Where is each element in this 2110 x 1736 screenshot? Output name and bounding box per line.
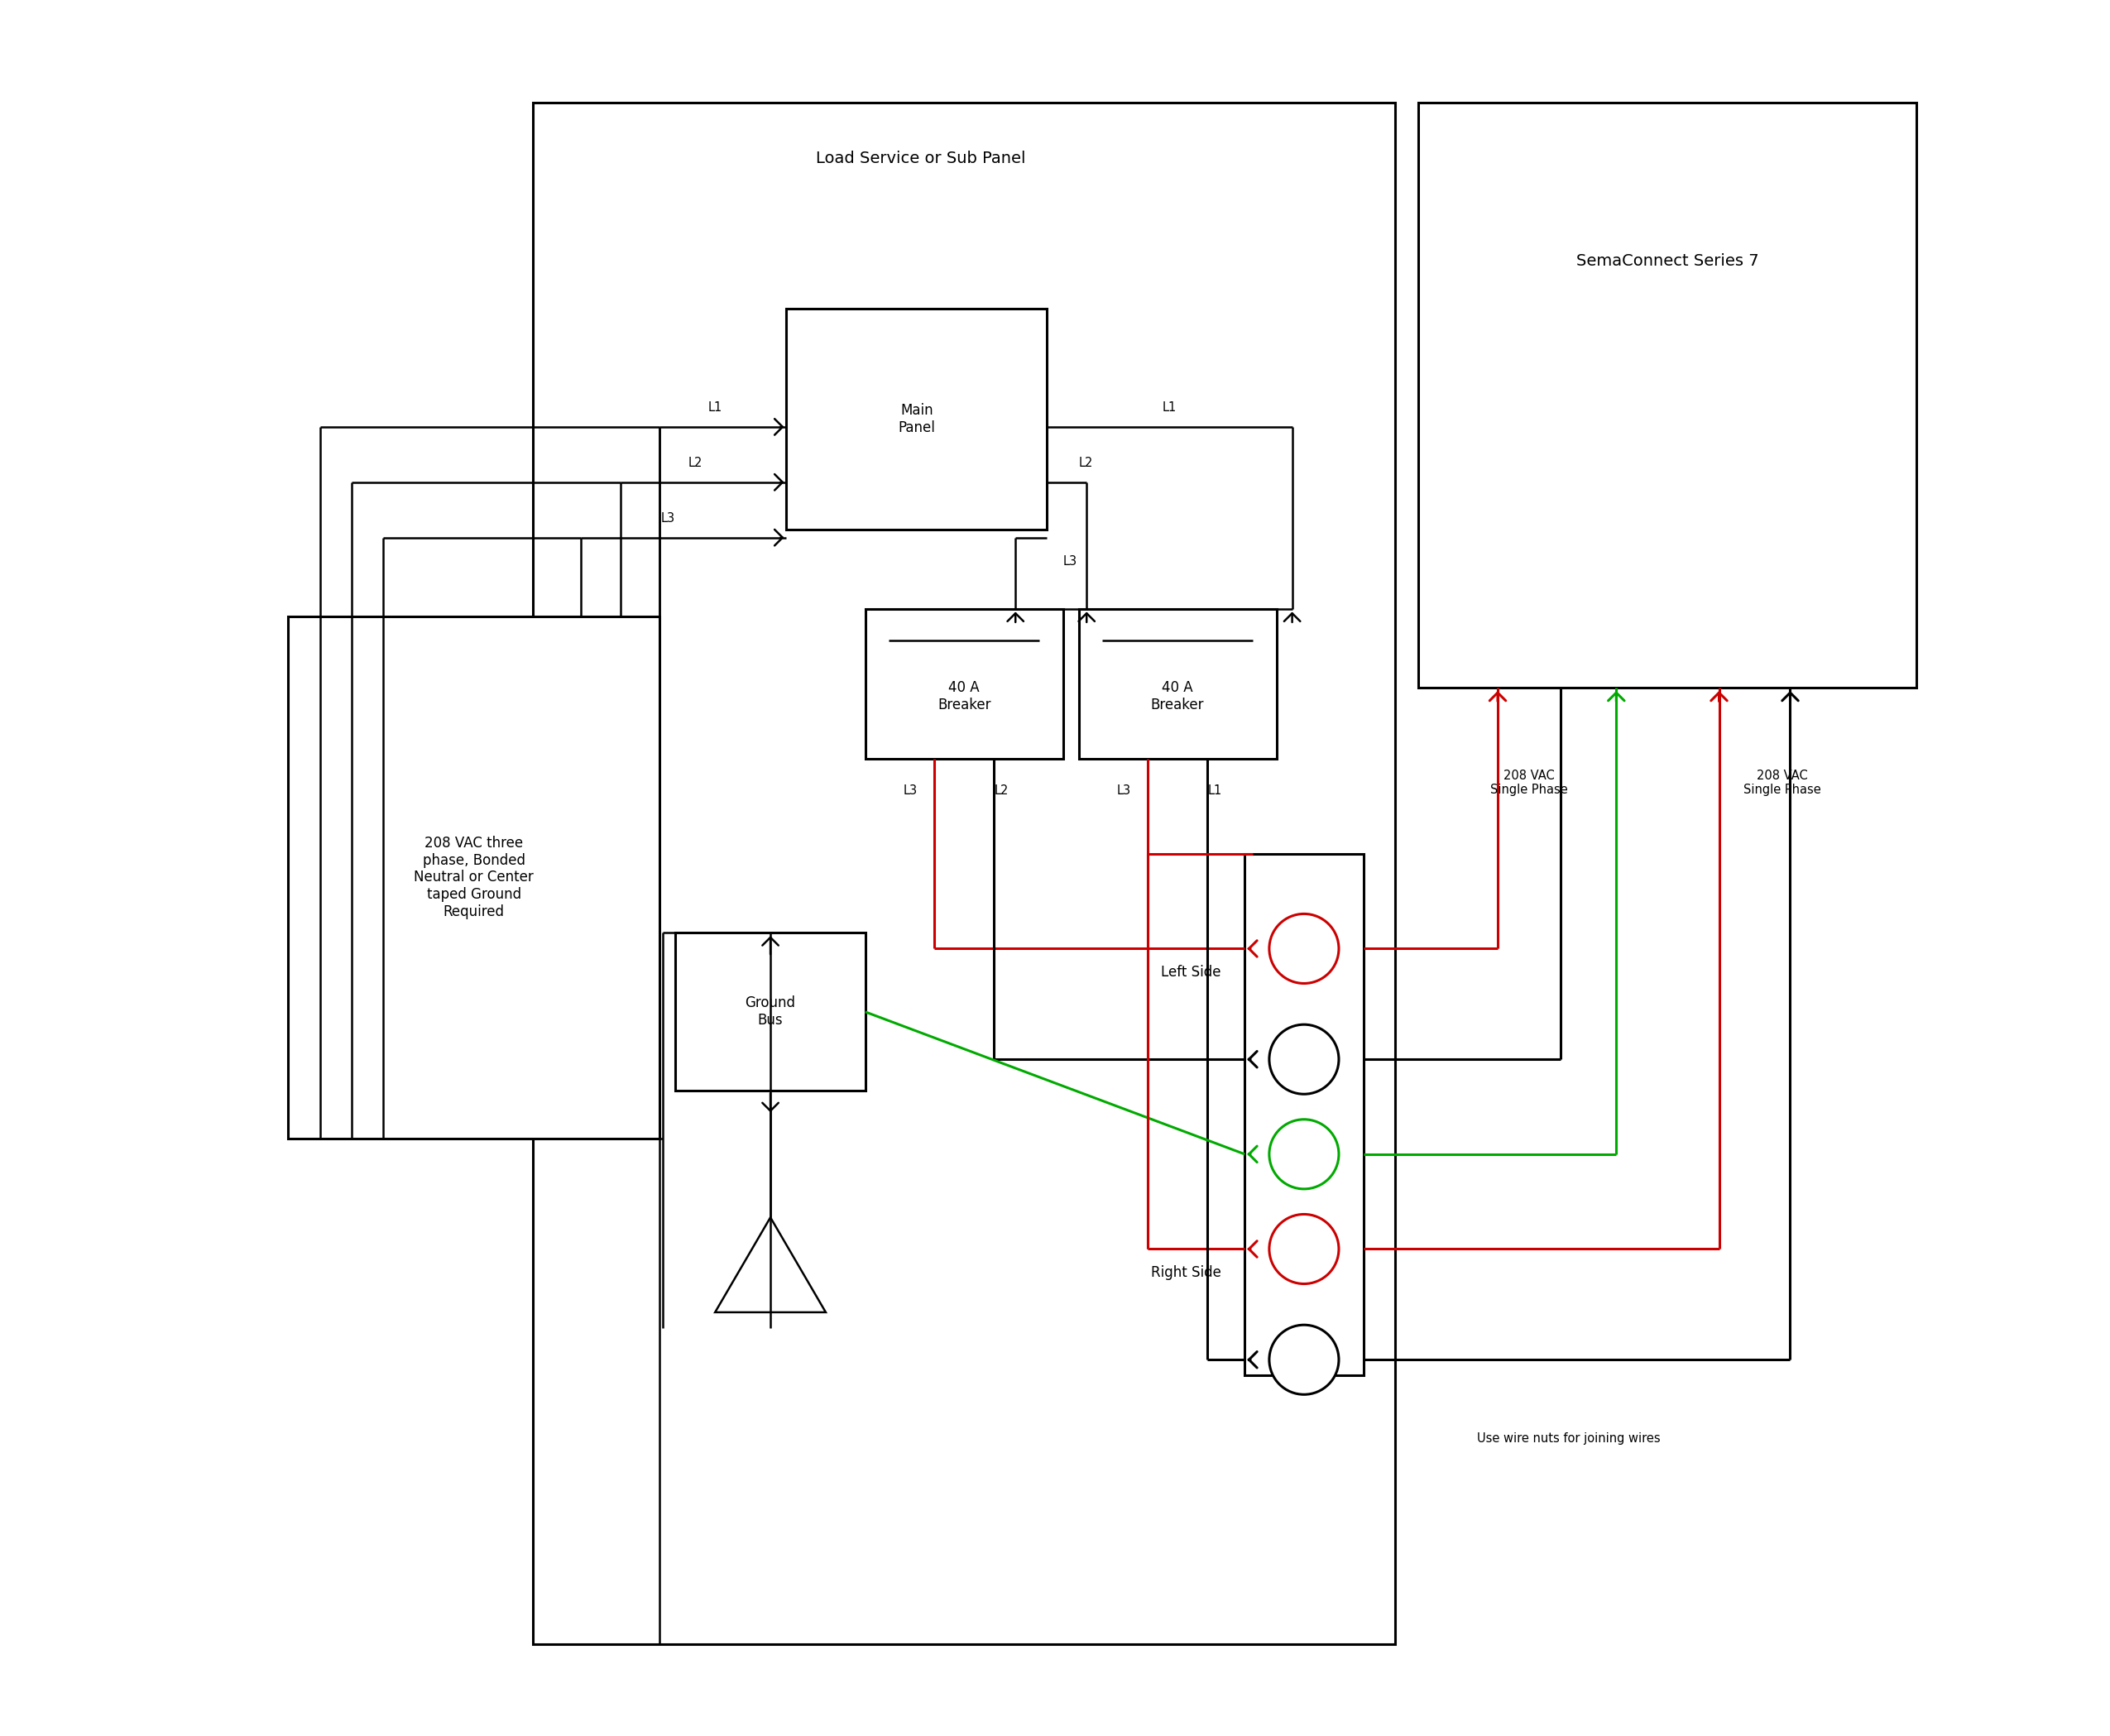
Bar: [1078, 609, 1277, 759]
Text: 40 A
Breaker: 40 A Breaker: [1150, 681, 1205, 712]
Bar: [1245, 854, 1363, 1375]
Text: L1: L1: [709, 401, 722, 415]
Bar: [534, 102, 1395, 1644]
Text: L3: L3: [903, 785, 918, 797]
Text: L1: L1: [1163, 401, 1177, 415]
Circle shape: [1270, 1325, 1340, 1394]
Text: L1: L1: [1207, 785, 1222, 797]
Circle shape: [1270, 1024, 1340, 1094]
Text: L2: L2: [994, 785, 1009, 797]
Text: L3: L3: [1063, 556, 1076, 568]
Text: L3: L3: [1116, 785, 1131, 797]
Circle shape: [1270, 1213, 1340, 1285]
Text: Use wire nuts for joining wires: Use wire nuts for joining wires: [1477, 1432, 1661, 1444]
Text: L2: L2: [1078, 457, 1093, 469]
Bar: [289, 616, 660, 1139]
Circle shape: [1270, 1120, 1340, 1189]
Text: SemaConnect Series 7: SemaConnect Series 7: [1576, 253, 1760, 269]
Text: Left Side: Left Side: [1160, 965, 1222, 979]
Text: Right Side: Right Side: [1150, 1266, 1222, 1279]
Bar: [675, 932, 865, 1090]
Circle shape: [1270, 913, 1340, 983]
Text: 208 VAC three
phase, Bonded
Neutral or Center
taped Ground
Required: 208 VAC three phase, Bonded Neutral or C…: [414, 835, 534, 920]
Text: Ground
Bus: Ground Bus: [745, 996, 795, 1028]
Bar: [787, 309, 1047, 529]
Text: Load Service or Sub Panel: Load Service or Sub Panel: [817, 151, 1025, 167]
Bar: [1418, 102, 1916, 687]
Text: 208 VAC
Single Phase: 208 VAC Single Phase: [1743, 769, 1821, 797]
Text: Main
Panel: Main Panel: [899, 403, 935, 436]
Bar: [865, 609, 1063, 759]
Text: 40 A
Breaker: 40 A Breaker: [937, 681, 992, 712]
Text: 208 VAC
Single Phase: 208 VAC Single Phase: [1490, 769, 1568, 797]
Text: L3: L3: [660, 512, 675, 524]
Text: L2: L2: [688, 457, 703, 469]
